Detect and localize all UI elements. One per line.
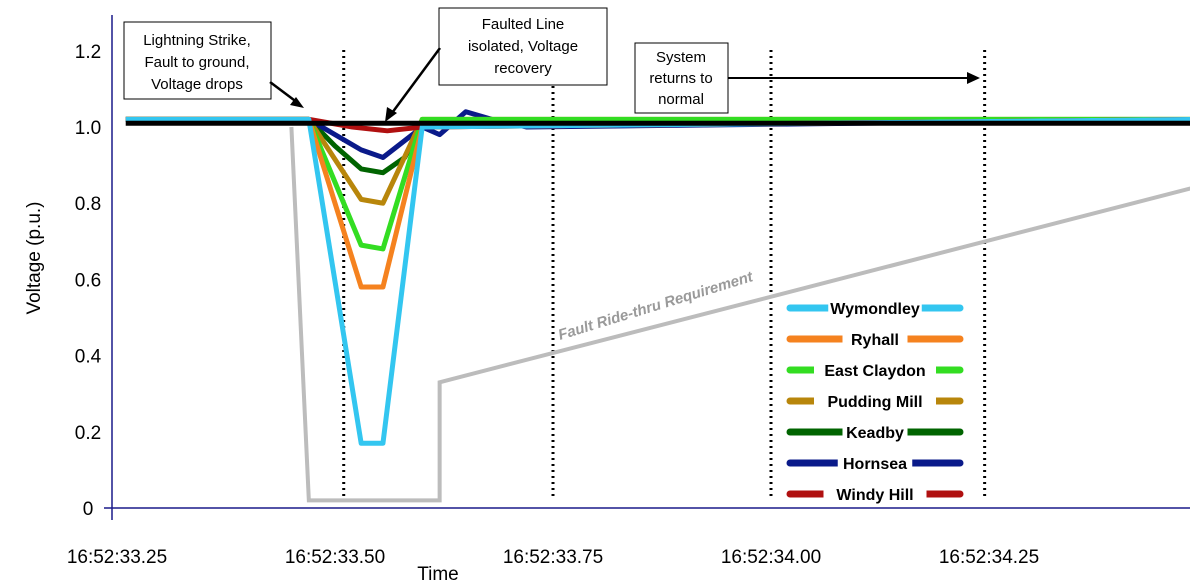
arrow-head <box>385 107 397 122</box>
y-tick-label: 1.2 <box>75 42 101 63</box>
x-tick-label: 16:52:33.75 <box>503 547 603 568</box>
legend-label: Hornsea <box>843 456 907 473</box>
x-tick-label: 16:52:34.25 <box>939 547 1039 568</box>
arrow-head <box>290 97 304 108</box>
annotation-line: Faulted Line <box>482 16 565 33</box>
legend-entry: Keadby <box>786 422 964 442</box>
requirement-label: Fault Ride-thru Requirement <box>556 268 756 344</box>
series-pudding-mill <box>125 116 1190 206</box>
legend-label-bg <box>837 453 913 473</box>
annotation-system-normal: System returns to normal <box>634 42 980 114</box>
legend-entry: Wymondley <box>786 298 964 318</box>
y-tick-label: 0.6 <box>75 270 101 291</box>
annotation-line: recovery <box>494 60 552 77</box>
legend-entry: Windy Hill <box>786 484 964 504</box>
series-ryhall <box>125 116 1190 290</box>
y-tick-label: 0.8 <box>75 194 101 215</box>
annotation-arrow <box>390 47 442 114</box>
series-wymondley <box>125 116 1190 446</box>
series-lines <box>125 109 1190 446</box>
annotation-line: Voltage drops <box>151 76 243 93</box>
legend-entry: East Claydon <box>786 360 964 380</box>
legend-label-bg <box>814 391 936 411</box>
y-tick-label: 0 <box>83 499 94 520</box>
x-axis-title: Time <box>417 564 459 583</box>
legend-label: Keadby <box>846 425 904 442</box>
y-axis-title: Voltage (p.u.) <box>24 201 45 314</box>
x-tick-label: 16:52:33.25 <box>67 547 167 568</box>
y-tick-label: 1.0 <box>75 118 101 139</box>
y-tick-label: 0.4 <box>75 347 102 368</box>
x-tick-labels: 16:52:33.25 16:52:33.50 16:52:33.75 16:52:3… <box>67 547 1039 568</box>
x-tick-label: 16:52:34.00 <box>721 547 821 568</box>
annotation-line: Lightning Strike, <box>143 32 251 49</box>
legend-label-bg <box>842 329 908 349</box>
annotation-arrow <box>269 81 299 104</box>
annotation-faulted-line: Faulted Line isolated, Voltage recovery <box>385 7 608 122</box>
annotation-lightning: Lightning Strike, Fault to ground, Volta… <box>123 21 304 108</box>
legend-entry: Pudding Mill <box>786 391 964 411</box>
y-tick-label: 0.2 <box>75 423 101 444</box>
legend: Wymondley Ryhall East Claydon Pudding Mill K… <box>786 298 964 504</box>
legend-entry: Ryhall <box>786 329 964 349</box>
requirement-line-group <box>289 126 1190 503</box>
arrow-head <box>967 72 980 84</box>
axes <box>104 15 1190 520</box>
legend-label-bg <box>842 422 908 442</box>
legend-label: Windy Hill <box>836 487 913 504</box>
legend-label-bg <box>814 360 936 380</box>
annotation-line: normal <box>658 91 704 108</box>
x-tick-label: 16:52:33.50 <box>285 547 385 568</box>
y-tick-labels: 0 0.2 0.4 0.6 0.8 1.0 1.2 <box>75 42 102 520</box>
legend-label-bg <box>823 484 927 504</box>
annotation-line: returns to <box>649 70 712 87</box>
annotation-line: isolated, Voltage <box>468 38 578 55</box>
annotation-box <box>438 7 608 86</box>
annotation-box <box>634 42 729 114</box>
annotation-line: Fault to ground, <box>144 54 249 71</box>
requirement-line <box>289 126 1190 503</box>
annotation-box <box>123 21 272 100</box>
legend-label: Wymondley <box>830 301 920 318</box>
legend-entry: Hornsea <box>786 453 964 473</box>
legend-label: East Claydon <box>824 363 925 380</box>
annotation-line: System <box>656 49 706 66</box>
legend-label: Ryhall <box>851 332 899 349</box>
legend-label-bg <box>828 298 922 318</box>
legend-label: Pudding Mill <box>827 394 922 411</box>
